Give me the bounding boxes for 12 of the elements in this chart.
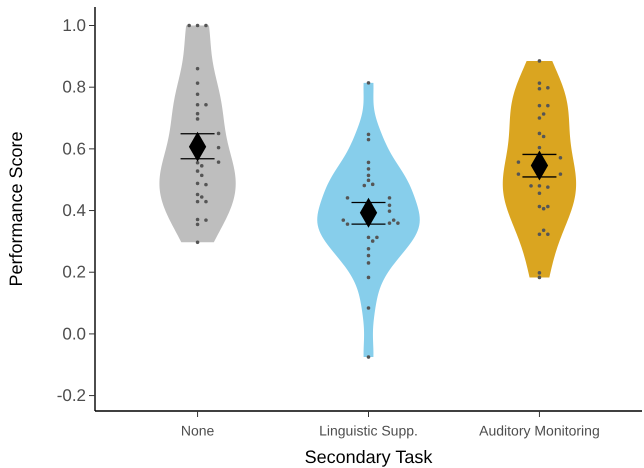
y-tick-label: 1.0 xyxy=(62,16,86,35)
y-tick-label: 0.0 xyxy=(62,324,86,344)
x-tick-label: Auditory Monitoring xyxy=(479,422,600,438)
y-tick-label: 0.4 xyxy=(62,200,86,220)
x-axis-title: Secondary Task xyxy=(304,447,434,467)
y-tick-label: 0.6 xyxy=(62,139,86,158)
y-tick-label: 0.2 xyxy=(62,262,86,282)
y-tick-label: 0.8 xyxy=(62,78,86,97)
x-tick-label: Linguistic Supp. xyxy=(319,422,418,438)
y-axis-title: Performance Score xyxy=(6,131,26,287)
y-tick-label: -0.2 xyxy=(56,386,86,406)
x-tick-label: None xyxy=(180,422,215,438)
